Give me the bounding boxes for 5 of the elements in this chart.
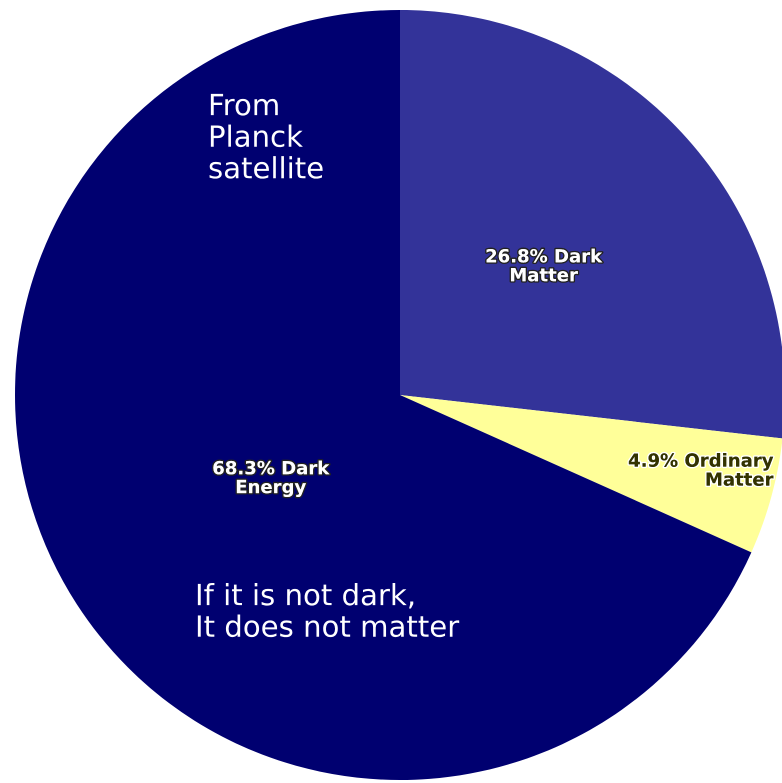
slice-label: 26.8% Dark Matter [486, 248, 602, 282]
slice-label: 68.3% Dark Energy [213, 460, 330, 497]
slice-label: 4.9% Ordinary Matter [628, 452, 774, 486]
text: If it is not dark, It does not matter [198, 583, 460, 638]
text: From Planck satellite [210, 94, 323, 179]
